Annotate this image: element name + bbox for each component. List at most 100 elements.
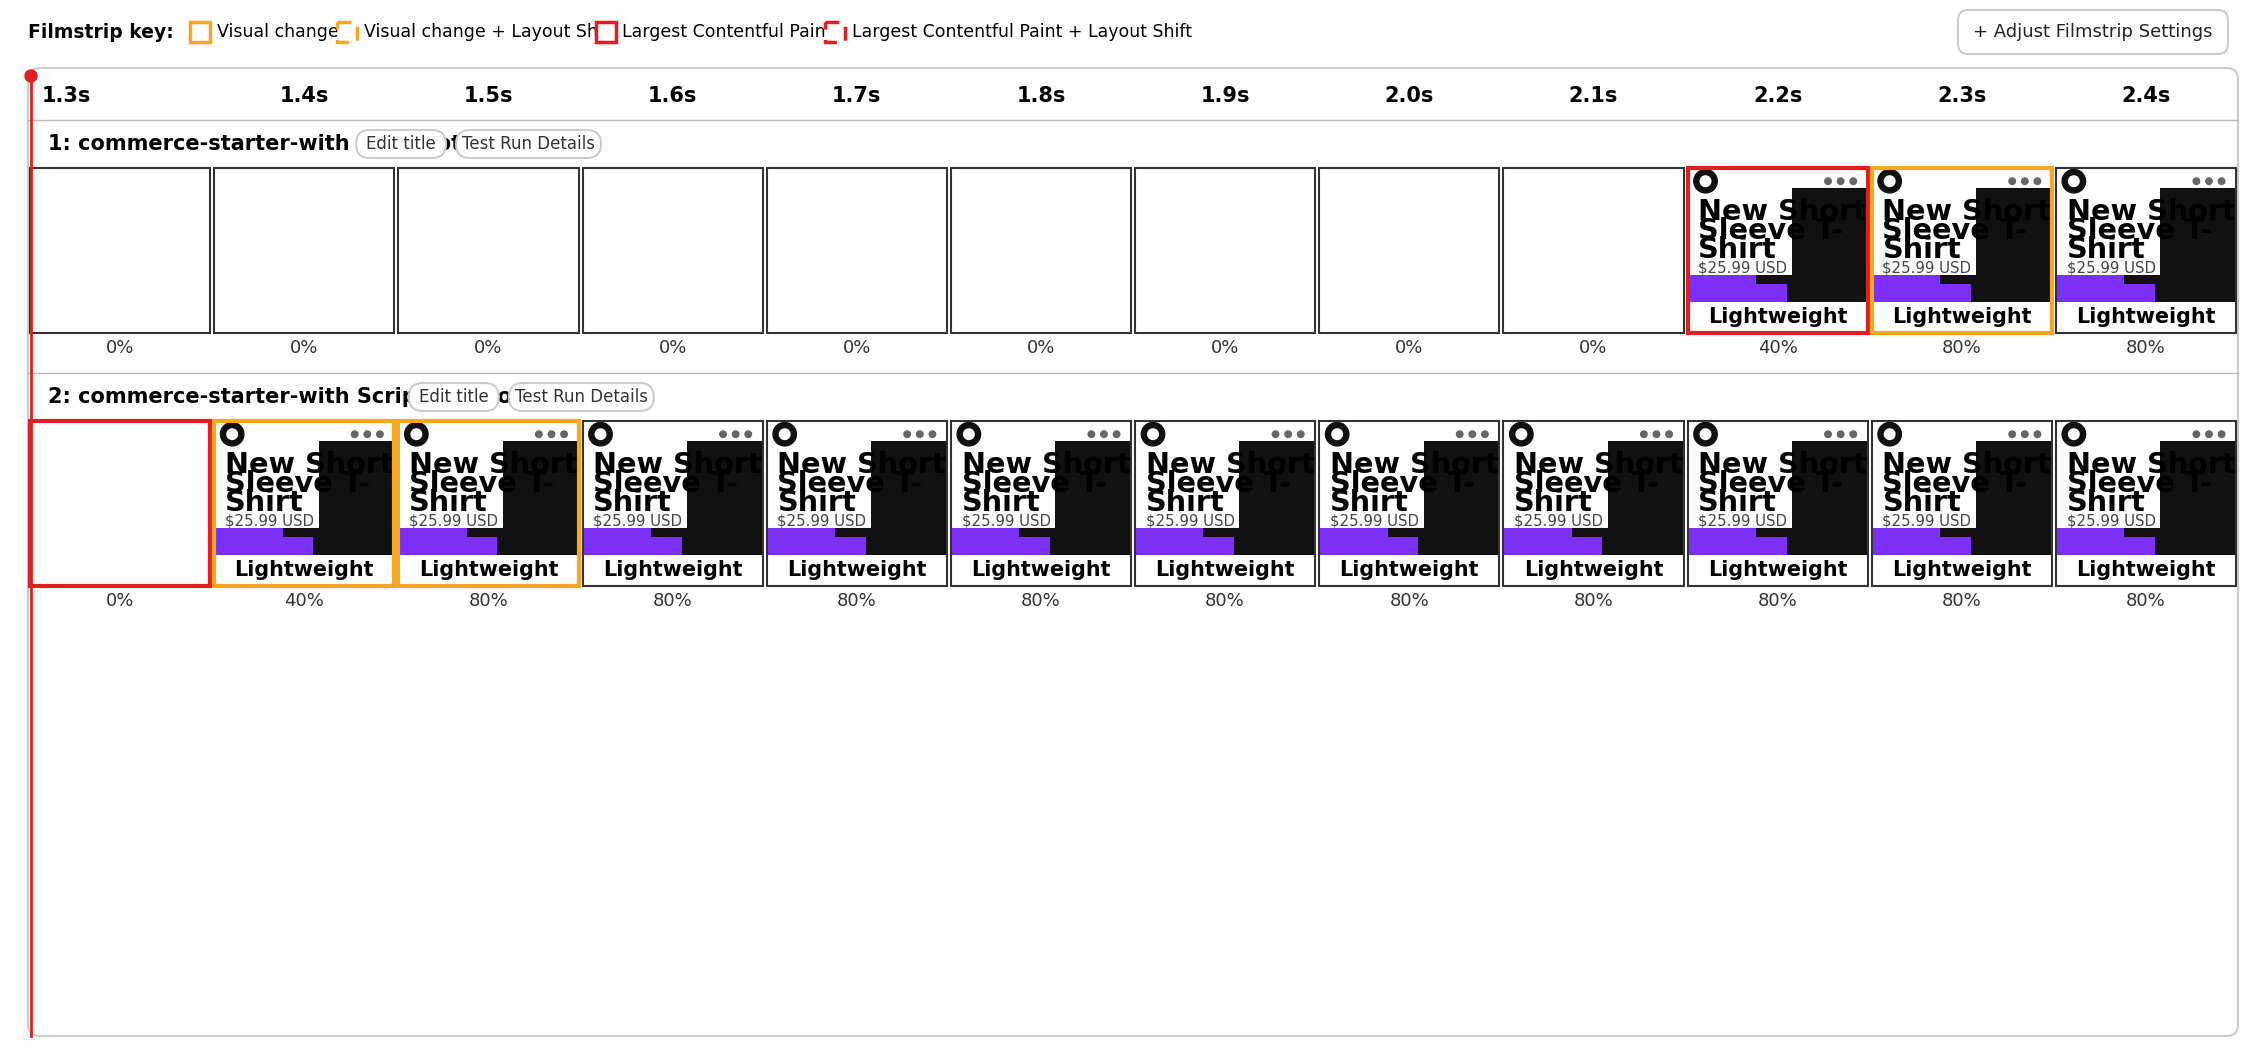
Bar — [215, 554, 394, 586]
Text: $25.99 USD: $25.99 USD — [1514, 513, 1602, 528]
Circle shape — [1693, 170, 1718, 193]
Bar — [952, 168, 1131, 333]
Bar — [1688, 421, 1867, 586]
Bar — [1387, 441, 1500, 560]
Text: Shirt: Shirt — [1883, 236, 1962, 264]
Bar — [1872, 168, 2051, 333]
Bar — [399, 168, 578, 333]
FancyBboxPatch shape — [455, 130, 600, 158]
Text: Sleeve T-: Sleeve T- — [1697, 470, 1842, 497]
Bar — [1688, 421, 1792, 528]
Text: Lightweight: Lightweight — [1892, 308, 2033, 328]
Text: 40%: 40% — [1758, 339, 1797, 357]
Bar — [215, 168, 394, 333]
Circle shape — [365, 431, 372, 437]
Text: Largest Contentful Paint + Layout Shift: Largest Contentful Paint + Layout Shift — [852, 23, 1192, 41]
Text: New Short: New Short — [1514, 451, 1684, 479]
Bar — [2055, 421, 2237, 586]
Bar — [1135, 421, 1240, 528]
Bar — [1872, 536, 1971, 586]
Text: Lightweight: Lightweight — [419, 561, 557, 581]
Circle shape — [732, 431, 739, 437]
Text: 80%: 80% — [1022, 592, 1060, 610]
Text: New Short: New Short — [1883, 451, 2051, 479]
Text: Shirt: Shirt — [961, 489, 1040, 516]
Text: $25.99 USD: $25.99 USD — [1883, 260, 1971, 275]
Text: Shirt: Shirt — [594, 489, 673, 516]
Circle shape — [2193, 178, 2200, 184]
Bar — [29, 168, 211, 333]
Bar — [1135, 523, 1314, 586]
Text: New Short: New Short — [1330, 451, 1498, 479]
Text: 0%: 0% — [474, 339, 503, 357]
Text: Largest Contentful Paint: Largest Contentful Paint — [623, 23, 834, 41]
Bar — [952, 536, 1049, 586]
FancyBboxPatch shape — [408, 383, 499, 411]
Text: Shirt: Shirt — [1697, 489, 1777, 516]
Bar — [582, 421, 764, 586]
Bar — [2055, 270, 2237, 333]
Circle shape — [773, 423, 795, 446]
Bar — [1688, 168, 1867, 333]
Text: 1: commerce-starter-with 3P scripts: 1: commerce-starter-with 3P scripts — [48, 134, 474, 154]
Bar — [2055, 168, 2237, 333]
Text: Sleeve T-: Sleeve T- — [594, 470, 739, 497]
Circle shape — [963, 429, 974, 440]
Circle shape — [904, 431, 911, 437]
Bar — [1502, 554, 1684, 586]
Text: Visual change: Visual change — [218, 23, 338, 41]
Circle shape — [548, 431, 555, 437]
Circle shape — [780, 429, 791, 440]
Bar — [1688, 536, 1786, 586]
Bar — [2055, 554, 2237, 586]
FancyBboxPatch shape — [1958, 9, 2227, 54]
Circle shape — [376, 431, 383, 437]
Circle shape — [410, 429, 421, 440]
Text: Sleeve T-: Sleeve T- — [224, 470, 369, 497]
Bar — [766, 421, 870, 528]
Text: New Short: New Short — [1697, 198, 1867, 226]
Bar — [1502, 536, 1602, 586]
Bar — [952, 554, 1131, 586]
Text: Lightweight: Lightweight — [1709, 308, 1847, 328]
Bar — [2123, 441, 2237, 560]
Text: 80%: 80% — [469, 592, 508, 610]
Bar — [1688, 270, 1867, 333]
Text: Filmstrip key:: Filmstrip key: — [27, 22, 174, 41]
Text: Sleeve T-: Sleeve T- — [1697, 217, 1842, 245]
Bar — [1319, 421, 1500, 586]
Circle shape — [1641, 431, 1647, 437]
Bar — [582, 168, 764, 333]
Text: Lightweight: Lightweight — [2076, 561, 2216, 581]
Bar — [582, 421, 764, 586]
Text: Lightweight: Lightweight — [972, 561, 1110, 581]
Bar — [1135, 554, 1314, 586]
Text: New Short: New Short — [594, 451, 761, 479]
Text: Sleeve T-: Sleeve T- — [1514, 470, 1659, 497]
Circle shape — [915, 431, 922, 437]
Bar — [582, 536, 682, 586]
Text: Shirt: Shirt — [410, 489, 487, 516]
Bar — [2055, 523, 2237, 586]
Bar — [1020, 441, 1131, 560]
Circle shape — [1326, 423, 1348, 446]
Text: 80%: 80% — [1942, 339, 1983, 357]
Text: Shirt: Shirt — [777, 489, 857, 516]
Text: 2: commerce-starter-with Script component: 2: commerce-starter-with Script componen… — [48, 387, 566, 407]
Bar — [1502, 421, 1684, 586]
Text: 1.4s: 1.4s — [279, 86, 329, 106]
Bar — [1573, 441, 1684, 560]
Text: Sleeve T-: Sleeve T- — [777, 470, 922, 497]
Text: 80%: 80% — [2126, 592, 2166, 610]
Text: New Short: New Short — [2067, 198, 2234, 226]
Bar — [215, 536, 313, 586]
Text: 80%: 80% — [1758, 592, 1797, 610]
Bar — [1872, 284, 1971, 333]
Text: 40%: 40% — [283, 592, 324, 610]
Bar — [1688, 168, 1792, 275]
Bar — [836, 441, 947, 560]
Bar — [1319, 554, 1500, 586]
Bar — [1135, 168, 1314, 333]
Text: 2.2s: 2.2s — [1754, 86, 1801, 106]
Text: Sleeve T-: Sleeve T- — [2067, 470, 2212, 497]
